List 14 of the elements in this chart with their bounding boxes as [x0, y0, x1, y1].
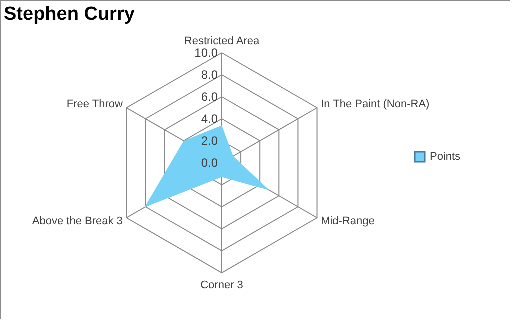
y-tick-label: 8.0: [201, 68, 218, 82]
chart-title: Stephen Curry: [4, 4, 136, 25]
spoke-label: In The Paint (Non-RA): [321, 98, 430, 111]
spoke-label: Corner 3: [200, 280, 244, 292]
y-tick-label: 6.0: [201, 90, 218, 104]
spoke-label: Restricted Area: [184, 35, 260, 48]
y-tick-label: 4.0: [201, 112, 218, 126]
y-tick-label: 10.0: [194, 46, 218, 60]
y-tick-label: 2.0: [201, 134, 218, 148]
y-tick-label: 0.0: [201, 156, 218, 170]
spoke-label: Mid-Range: [321, 215, 375, 228]
legend-label: Points: [430, 151, 462, 163]
spoke-label: Free Throw: [66, 98, 123, 111]
spoke-label: Above the Break 3: [32, 215, 123, 228]
